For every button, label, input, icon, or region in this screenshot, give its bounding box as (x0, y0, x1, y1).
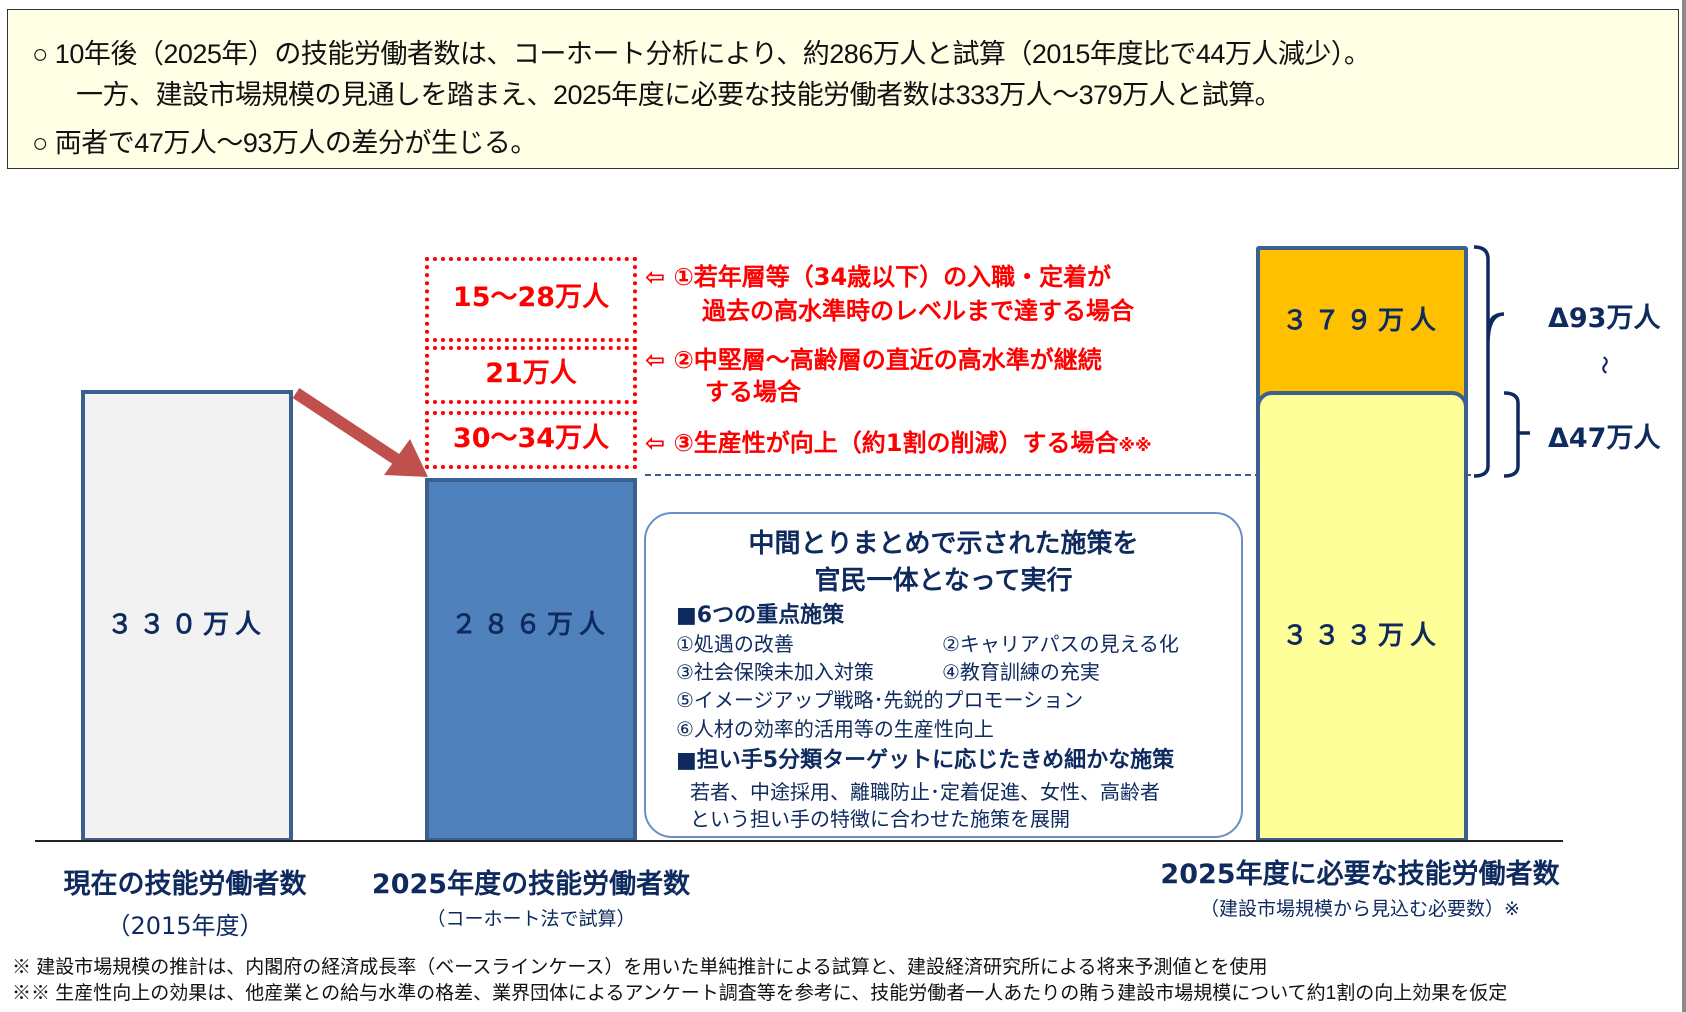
summary-line-1: ○ 10年後（2025年）の技能労働者数は、コーホート分析により、約286万人と… (32, 39, 1371, 69)
scenario-2-line-1: ⇦ ②中堅層～高齢層の直近の高水準が継続 (645, 346, 1102, 374)
footnote-1: ※ 建設市場規模の推計は、内閣府の経済成長率（ベースラインケース）を用いた単純推… (12, 957, 1268, 978)
scenario-3-text: ⇦ ③生産性が向上（約1割の削減）する場合 (645, 429, 1119, 457)
policy-desc-1: 若者、中途採用、離職防止･定着促進、女性、高齢者 (690, 780, 1160, 804)
policy-section-1: ■6つの重点施策 (676, 603, 845, 628)
bar-required-low-label: ３３３万人 (1281, 621, 1442, 651)
xlabel-current-sub: （2015年度） (106, 912, 264, 940)
delta-47: Δ47万人 (1548, 423, 1661, 454)
bar-current-label: ３３０万人 (106, 610, 267, 640)
policy-item-3: ③社会保険未加入対策 (676, 660, 874, 684)
policy-box: 中間とりまとめで示された施策を 官民一体となって実行 ■6つの重点施策 ①処遇の… (644, 512, 1243, 838)
brace-47-icon (1503, 391, 1530, 478)
policy-title-1: 中間とりまとめで示された施策を (748, 529, 1139, 559)
policy-item-5: ⑤イメージアップ戦略･先鋭的プロモーション (676, 688, 1084, 712)
brace-93-icon (1473, 245, 1505, 478)
policy-item-6: ⑥人材の効率的活用等の生産性向上 (676, 717, 994, 741)
delta-93: Δ93万人 (1548, 303, 1661, 334)
scenario-box-1: 15～28万人 (425, 257, 637, 342)
xlabel-projected-sub: （コーホート法で試算） (426, 908, 636, 930)
required-low-dashed-line (645, 474, 1471, 476)
decline-arrow-icon (292, 387, 428, 477)
bar-projected: ２８６万人 (425, 478, 637, 842)
scenario-box-2: 21万人 (425, 346, 637, 404)
xlabel-projected: 2025年度の技能労働者数 (371, 869, 691, 900)
footnote-2: ※※ 生産性向上の効果は、他産業との給与水準の格差、業界団体によるアンケート調査… (12, 983, 1508, 1004)
summary-line-3: ○ 両者で47万人～93万人の差分が生じる。 (32, 128, 537, 158)
scenario-1-line-2: 過去の高水準時のレベルまで達する場合 (702, 297, 1134, 325)
summary-line-2: 一方、建設市場規模の見通しを踏まえ、2025年度に必要な技能労働者数は333万人… (76, 80, 1282, 110)
bar-projected-label: ２８６万人 (450, 610, 611, 640)
page-edge-bar (1682, 0, 1686, 1012)
policy-section-2: ■担い手5分類ターゲットに応じたきめ細かな施策 (676, 748, 1175, 773)
summary-box: ○ 10年後（2025年）の技能労働者数は、コーホート分析により、約286万人と… (7, 9, 1679, 169)
policy-item-2: ②キャリアパスの見える化 (942, 632, 1179, 656)
policy-item-4: ④教育訓練の充実 (942, 660, 1100, 684)
policy-desc-2: という担い手の特徴に合わせた施策を展開 (690, 807, 1070, 831)
policy-item-1: ①処遇の改善 (676, 632, 794, 656)
scenario-3-line-1: ⇦ ③生産性が向上（約1割の削減）する場合※※ (645, 426, 1152, 463)
xlabel-required-sub: （建設市場規模から見込む必要数）※ (1200, 898, 1520, 920)
bar-current: ３３０万人 (81, 390, 293, 842)
policy-title-2: 官民一体となって実行 (814, 566, 1073, 596)
delta-tilde: ～ (1593, 356, 1614, 374)
bar-required-low: ３３３万人 (1256, 391, 1468, 842)
scenario-2-line-2: する場合 (705, 378, 801, 406)
bar-required-high-label: ３７９万人 (1281, 306, 1442, 336)
scenario-3-footnote-mark: ※※ (1118, 436, 1152, 456)
scenario-box-3: 30～34万人 (425, 411, 637, 469)
xlabel-current: 現在の技能労働者数 (63, 869, 307, 900)
chart-baseline (35, 840, 1563, 842)
scenario-1-line-1: ⇦ ①若年層等（34歳以下）の入職・定着が (645, 263, 1112, 291)
xlabel-required: 2025年度に必要な技能労働者数 (1160, 859, 1560, 890)
